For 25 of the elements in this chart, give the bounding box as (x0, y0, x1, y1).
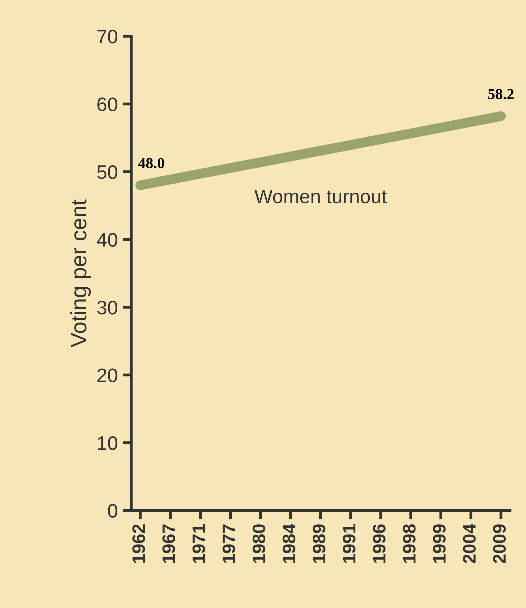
data-label: 48.0 (138, 158, 164, 169)
y-tick-label: 40 (97, 233, 118, 247)
x-tick-label: 1971 (192, 524, 206, 563)
x-tick-label: 1989 (312, 524, 326, 563)
y-tick-label: 50 (97, 165, 118, 180)
x-tick-label: 1984 (282, 524, 296, 563)
y-tick-label: 60 (98, 98, 118, 112)
x-tick-label: 1980 (252, 524, 266, 563)
y-axis-title: Voting per cent (70, 200, 92, 348)
x-tick-label: 2004 (463, 524, 476, 564)
x-tick-label: 1977 (222, 524, 236, 563)
series-label: Women turnout (254, 190, 388, 204)
y-tick-label: 30 (97, 300, 118, 315)
y-tick-label: 0 (108, 504, 118, 518)
x-tick-label: 1999 (433, 524, 446, 563)
x-tick-label: 1996 (373, 524, 386, 563)
data-label: 58.2 (488, 89, 514, 100)
y-tick-label: 70 (98, 30, 118, 44)
y-tick-label: 20 (98, 368, 118, 382)
x-tick-label: 1967 (162, 524, 176, 563)
x-tick-label: 1998 (403, 524, 416, 563)
x-tick-label: 1991 (342, 524, 356, 563)
x-tick-label: 2009 (493, 524, 506, 564)
y-tick-label: 10 (98, 436, 118, 450)
x-tick-label: 1962 (132, 524, 146, 563)
